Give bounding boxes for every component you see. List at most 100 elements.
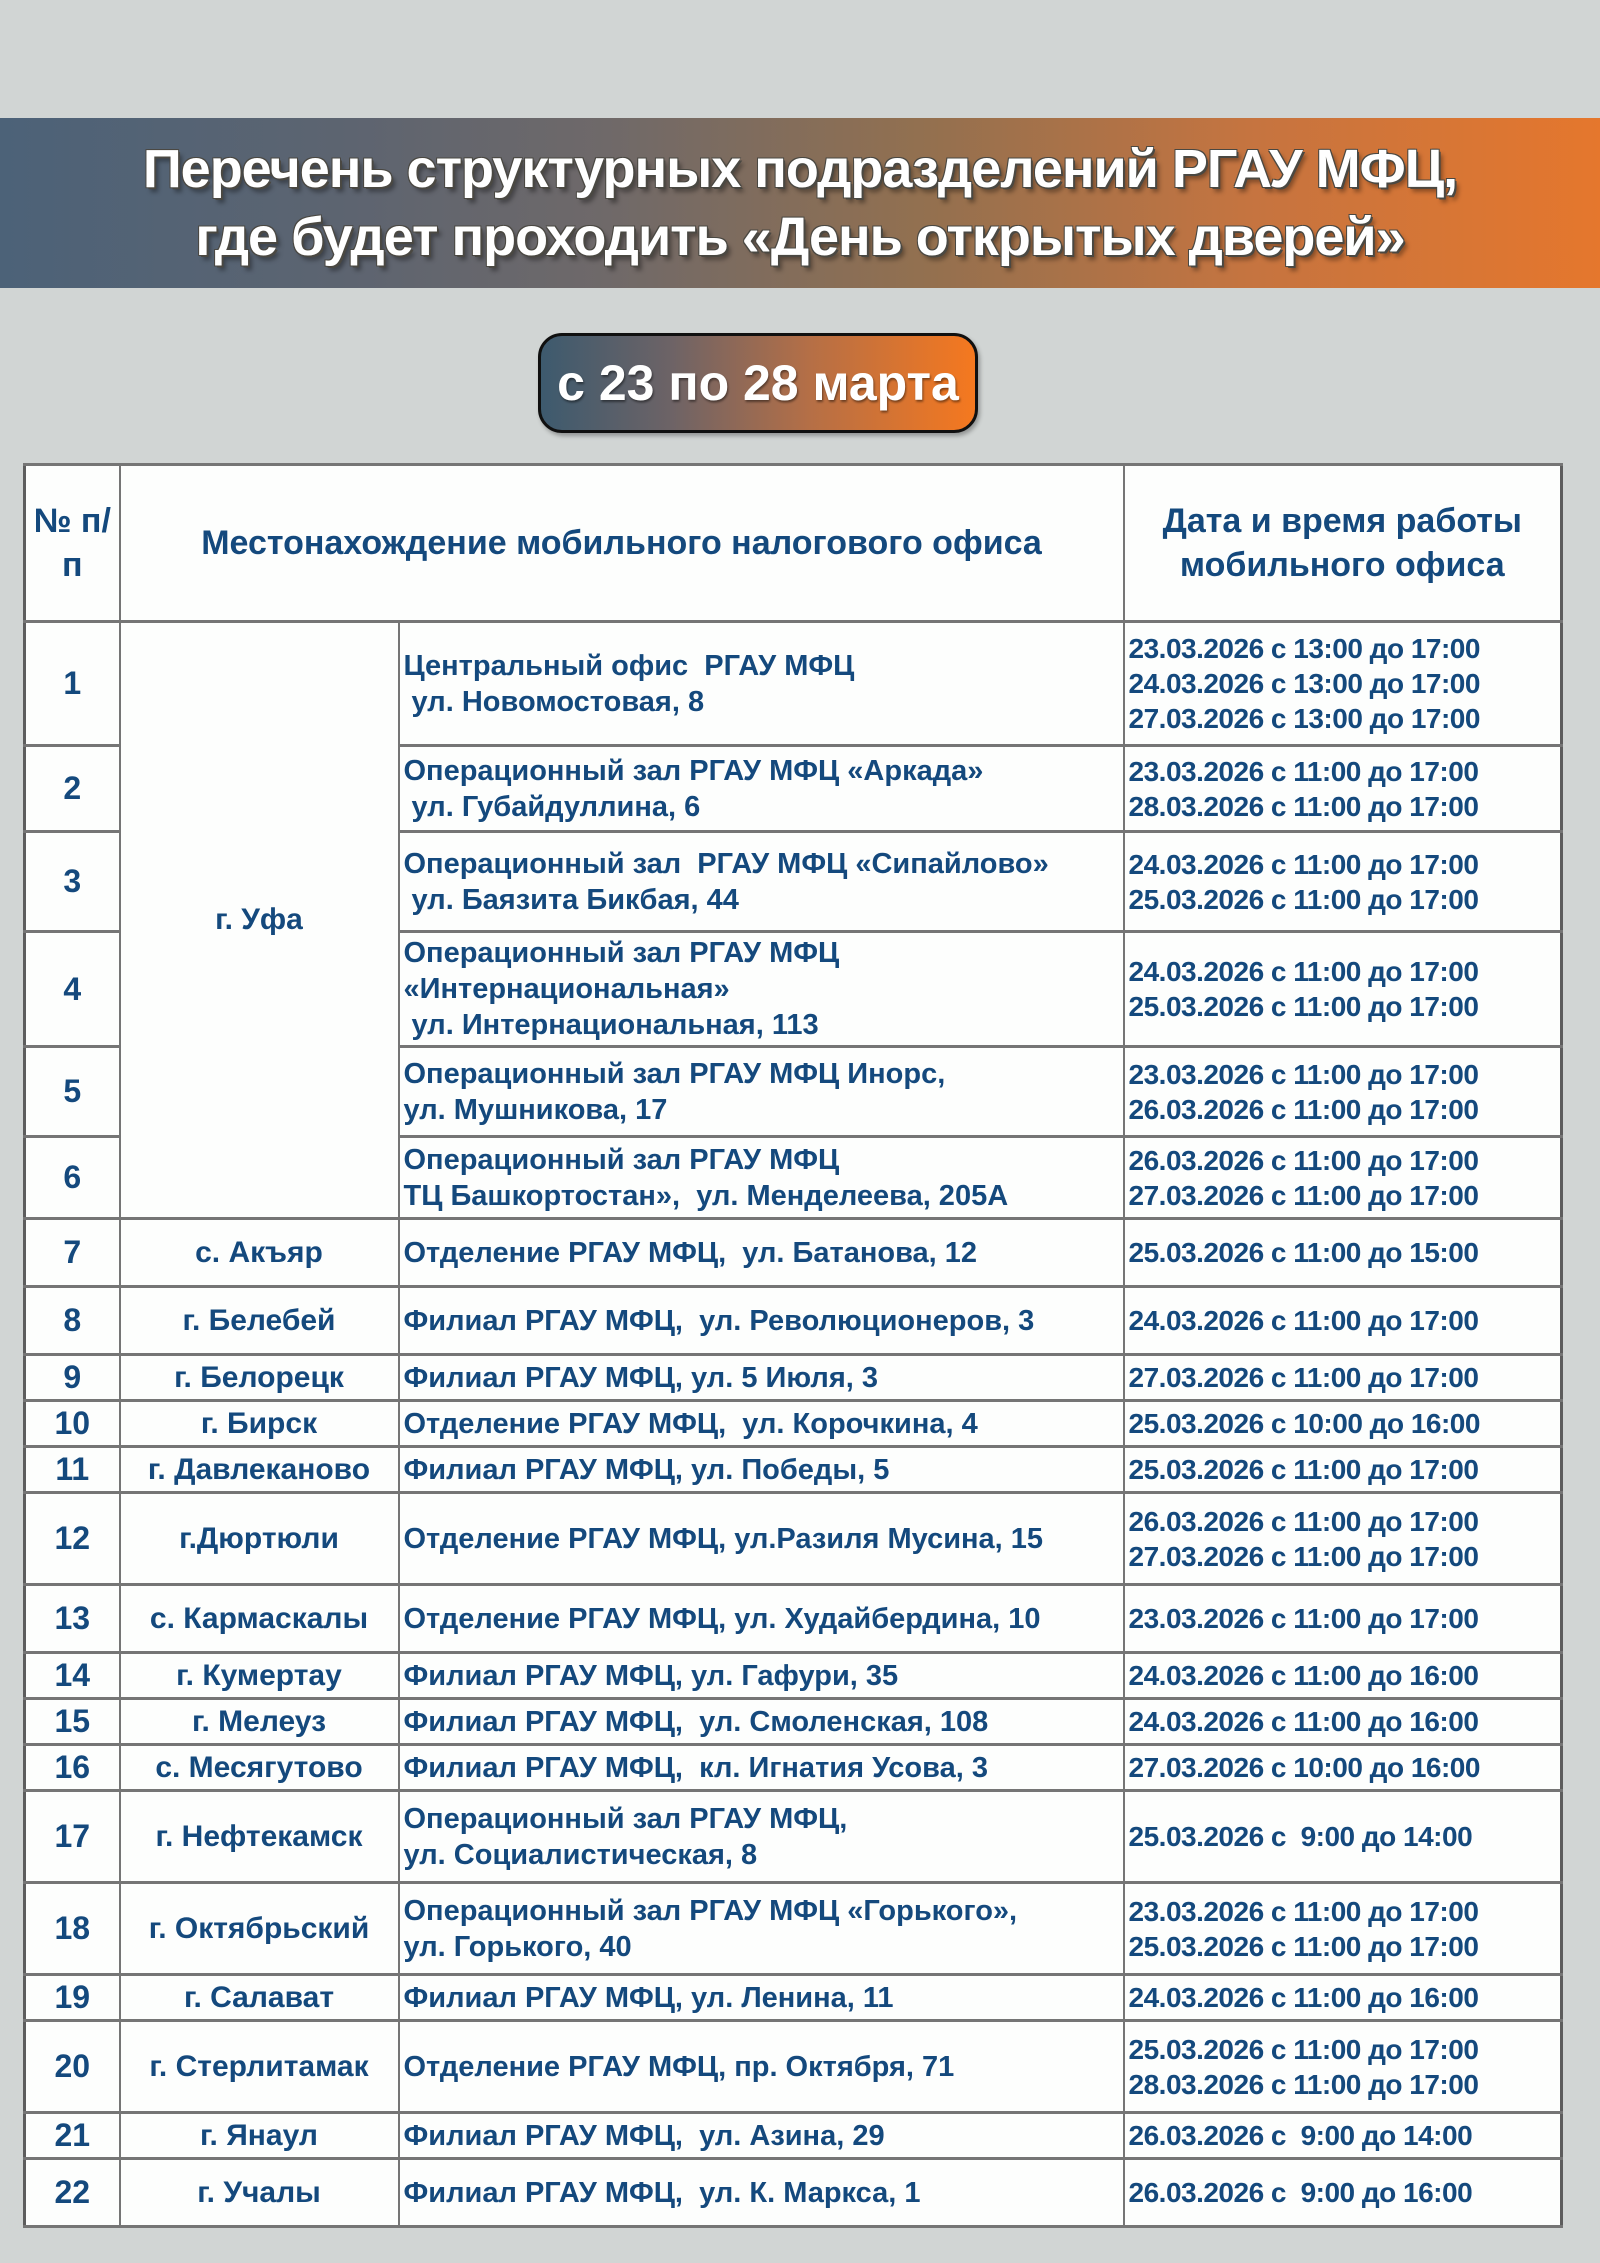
date-cell: 26.03.2026 с 9:00 до 14:00 xyxy=(1122,2111,1563,2160)
address-line: ТЦ Башкортостан», ул. Менделеева, 205А xyxy=(403,1179,1009,1212)
address-line: Операционный зал РГАУ МФЦ xyxy=(403,1143,840,1176)
date-line: 27.03.2026 с 11:00 до 17:00 xyxy=(1128,1362,1479,1393)
table-row: 12 г.Дюртюли Отделение РГАУ МФЦ, ул.Рази… xyxy=(23,1491,1563,1586)
address-cell: Филиал РГАУ МФЦ, ул. Революционеров, 3 xyxy=(397,1285,1125,1356)
banner-title-line2: где будет проходить «День открытых двере… xyxy=(195,207,1405,267)
table-row: 18 г. Октябрьский Операционный зал РГАУ … xyxy=(23,1881,1563,1976)
city-cell: г. Белорецк xyxy=(118,1353,400,1402)
address-line: Филиал РГАУ МФЦ, ул. Ленина, 11 xyxy=(403,1981,894,2014)
table-row: 9 г. Белорецк Филиал РГАУ МФЦ, ул. 5 Июл… xyxy=(23,1353,1563,1402)
address-cell: Отделение РГАУ МФЦ, ул. Корочкина, 4 xyxy=(397,1399,1125,1448)
date-line: 26.03.2026 с 9:00 до 16:00 xyxy=(1128,2177,1473,2208)
row-number: 16 xyxy=(23,1743,121,1792)
row-number: 18 xyxy=(23,1881,121,1976)
row-number: 22 xyxy=(23,2157,121,2228)
city-cell: г. Нефтекамск xyxy=(118,1789,400,1884)
table-row: 15 г. Мелеуз Филиал РГАУ МФЦ, ул. Смолен… xyxy=(23,1697,1563,1746)
address-line: Филиал РГАУ МФЦ, ул. Гафури, 35 xyxy=(403,1659,899,1692)
header-num: № п/п xyxy=(23,463,121,623)
address-cell: Отделение РГАУ МФЦ, пр. Октября, 71 xyxy=(397,2019,1125,2114)
date-line: 23.03.2026 с 11:00 до 17:00 xyxy=(1128,755,1479,787)
address-line: Филиал РГАУ МФЦ, кл. Игнатия Усова, 3 xyxy=(403,1751,988,1784)
table-row: 7 с. Акъяр Отделение РГАУ МФЦ, ул. Батан… xyxy=(23,1217,1563,1288)
date-line: 26.03.2026 с 9:00 до 14:00 xyxy=(1128,2120,1473,2151)
date-line: 26.03.2026 с 11:00 до 17:00 xyxy=(1128,1144,1479,1176)
address-line: Операционный зал РГАУ МФЦ xyxy=(403,937,840,969)
date-line: 25.03.2026 с 11:00 до 17:00 xyxy=(1128,883,1479,915)
city-cell: г. Учалы xyxy=(118,2157,400,2228)
date-cell: 27.03.2026 с 11:00 до 17:00 xyxy=(1122,1353,1563,1402)
date-line: 27.03.2026 с 11:00 до 17:00 xyxy=(1128,1179,1479,1211)
address-cell: Филиал РГАУ МФЦ, ул. Смоленская, 108 xyxy=(397,1697,1125,1746)
address-line: Центральный офис РГАУ МФЦ xyxy=(403,649,855,682)
address-cell: Операционный зал РГАУ МФЦ «Сипайлово» ул… xyxy=(397,830,1125,933)
date-cell: 25.03.2026 с 11:00 до 17:00 xyxy=(1122,1445,1563,1494)
city-cell: г. Стерлитамак xyxy=(118,2019,400,2114)
date-cell: 26.03.2026 с 11:00 до 17:00 27.03.2026 с… xyxy=(1122,1491,1563,1586)
address-line: Отделение РГАУ МФЦ, ул. Худайбердина, 10 xyxy=(403,1602,1041,1635)
city-cell: г. Давлеканово xyxy=(118,1445,400,1494)
table-row: 8 г. Белебей Филиал РГАУ МФЦ, ул. Револю… xyxy=(23,1285,1563,1356)
city-cell: г. Белебей xyxy=(118,1285,400,1356)
address-line: Отделение РГАУ МФЦ, пр. Октября, 71 xyxy=(403,2050,955,2083)
address-line: ул. Интернациональная, 113 xyxy=(403,1009,819,1041)
row-number: 12 xyxy=(23,1491,121,1586)
city-cell: г.Дюртюли xyxy=(118,1491,400,1586)
address-line: Филиал РГАУ МФЦ, ул. К. Маркса, 1 xyxy=(403,2176,921,2209)
date-line: 23.03.2026 с 13:00 до 17:00 xyxy=(1128,633,1481,664)
address-cell: Отделение РГАУ МФЦ, ул.Разиля Мусина, 15 xyxy=(397,1491,1125,1586)
row-number: 5 xyxy=(23,1045,121,1138)
table-row: 20 г. Стерлитамак Отделение РГАУ МФЦ, пр… xyxy=(23,2019,1563,2114)
row-number: 14 xyxy=(23,1651,121,1700)
date-line: 25.03.2026 с 11:00 до 17:00 xyxy=(1128,1930,1479,1962)
row-number: 17 xyxy=(23,1789,121,1884)
date-cell: 24.03.2026 с 11:00 до 17:00 25.03.2026 с… xyxy=(1122,830,1563,933)
title-banner: Перечень структурных подразделений РГАУ … xyxy=(0,118,1600,288)
period-badge-label: с 23 по 28 марта xyxy=(557,355,959,411)
date-line: 24.03.2026 с 11:00 до 16:00 xyxy=(1128,1660,1479,1691)
date-line: 24.03.2026 с 11:00 до 17:00 xyxy=(1128,848,1479,880)
address-line: Операционный зал РГАУ МФЦ Инорс, xyxy=(403,1057,946,1090)
address-line: Филиал РГАУ МФЦ, ул. Революционеров, 3 xyxy=(403,1304,1035,1337)
address-cell: Операционный зал РГАУ МФЦ, ул. Социалист… xyxy=(397,1789,1125,1884)
row-number: 8 xyxy=(23,1285,121,1356)
row-number: 20 xyxy=(23,2019,121,2114)
date-cell: 24.03.2026 с 11:00 до 17:00 25.03.2026 с… xyxy=(1122,930,1563,1048)
banner-title-line1: Перечень структурных подразделений РГАУ … xyxy=(142,139,1458,199)
address-cell: Операционный зал РГАУ МФЦ «Аркада» ул. Г… xyxy=(397,744,1125,833)
row-number: 19 xyxy=(23,1973,121,2022)
row-number: 6 xyxy=(23,1135,121,1220)
table-row: 21 г. Янаул Филиал РГАУ МФЦ, ул. Азина, … xyxy=(23,2111,1563,2160)
row-number: 11 xyxy=(23,1445,121,1494)
address-line: Отделение РГАУ МФЦ, ул. Корочкина, 4 xyxy=(403,1407,978,1440)
row-number: 1 xyxy=(23,620,121,747)
date-line: 27.03.2026 с 11:00 до 17:00 xyxy=(1128,1540,1479,1572)
date-line: 24.03.2026 с 11:00 до 16:00 xyxy=(1128,1982,1479,2013)
address-line: ул. Социалистическая, 8 xyxy=(403,1838,758,1871)
address-line: Отделение РГАУ МФЦ, ул. Батанова, 12 xyxy=(403,1236,978,1269)
date-cell: 24.03.2026 с 11:00 до 17:00 xyxy=(1122,1285,1563,1356)
period-badge: с 23 по 28 марта xyxy=(538,333,978,433)
address-line: Филиал РГАУ МФЦ, ул. Смоленская, 108 xyxy=(403,1705,989,1738)
date-line: 25.03.2026 с 11:00 до 15:00 xyxy=(1128,1237,1479,1268)
row-number: 21 xyxy=(23,2111,121,2160)
date-line: 24.03.2026 с 13:00 до 17:00 xyxy=(1128,668,1481,699)
address-line: Операционный зал РГАУ МФЦ, xyxy=(403,1802,848,1835)
date-cell: 25.03.2026 с 11:00 до 15:00 xyxy=(1122,1217,1563,1288)
date-cell: 23.03.2026 с 11:00 до 17:00 xyxy=(1122,1583,1563,1654)
date-line: 23.03.2026 с 11:00 до 17:00 xyxy=(1128,1603,1479,1634)
row-number: 3 xyxy=(23,830,121,933)
date-line: 28.03.2026 с 11:00 до 17:00 xyxy=(1128,790,1479,822)
address-line: «Интернациональная» xyxy=(403,973,730,1005)
date-cell: 26.03.2026 с 9:00 до 16:00 xyxy=(1122,2157,1563,2228)
address-cell: Отделение РГАУ МФЦ, ул. Батанова, 12 xyxy=(397,1217,1125,1288)
address-line: ул. Горького, 40 xyxy=(403,1930,632,1963)
table-row: 19 г. Салават Филиал РГАУ МФЦ, ул. Ленин… xyxy=(23,1973,1563,2022)
date-cell: 26.03.2026 с 11:00 до 17:00 27.03.2026 с… xyxy=(1122,1135,1563,1220)
address-cell: Филиал РГАУ МФЦ, ул. Ленина, 11 xyxy=(397,1973,1125,2022)
city-cell-ufa: г. Уфа xyxy=(118,620,400,1220)
address-cell: Центральный офис РГАУ МФЦ ул. Новомостов… xyxy=(397,620,1125,747)
city-cell: г. Кумертау xyxy=(118,1651,400,1700)
row-number: 10 xyxy=(23,1399,121,1448)
